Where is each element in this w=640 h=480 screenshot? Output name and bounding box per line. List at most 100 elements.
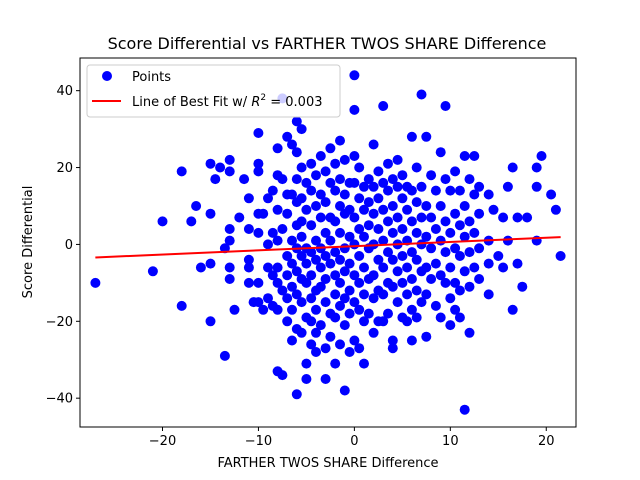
y-tick-label: 0 bbox=[65, 238, 73, 253]
data-point bbox=[421, 131, 432, 142]
data-point bbox=[176, 166, 187, 177]
data-point bbox=[287, 139, 297, 150]
data-point bbox=[383, 308, 393, 319]
data-point bbox=[272, 143, 283, 154]
data-point bbox=[330, 185, 341, 196]
data-point bbox=[344, 204, 355, 215]
data-point bbox=[325, 258, 336, 269]
data-point bbox=[306, 316, 317, 327]
data-point bbox=[253, 128, 264, 138]
data-point bbox=[397, 251, 408, 261]
data-point bbox=[373, 224, 384, 234]
data-point bbox=[287, 335, 297, 346]
data-point bbox=[411, 162, 422, 173]
data-point bbox=[320, 227, 331, 238]
data-point bbox=[416, 297, 427, 308]
data-point bbox=[301, 277, 312, 288]
data-point bbox=[191, 201, 202, 211]
data-point bbox=[378, 262, 389, 273]
data-point bbox=[224, 262, 235, 273]
data-point bbox=[397, 193, 408, 204]
data-point bbox=[349, 297, 360, 308]
data-point bbox=[359, 358, 369, 369]
data-point bbox=[416, 239, 427, 250]
data-point bbox=[406, 274, 417, 284]
data-point bbox=[450, 304, 461, 315]
data-point bbox=[339, 320, 350, 331]
legend-fit-label: Line of Best Fit w/ R2 = 0.003 bbox=[132, 93, 322, 110]
data-point bbox=[354, 343, 365, 354]
data-point bbox=[426, 243, 437, 254]
data-point bbox=[272, 304, 283, 315]
data-point bbox=[263, 262, 273, 273]
data-point bbox=[301, 204, 312, 215]
data-point bbox=[363, 174, 374, 185]
data-point bbox=[243, 262, 254, 273]
data-point bbox=[373, 166, 384, 177]
data-point bbox=[450, 277, 461, 288]
data-point bbox=[416, 89, 427, 100]
data-point bbox=[435, 270, 446, 281]
data-point bbox=[234, 212, 245, 223]
data-point bbox=[531, 181, 542, 192]
data-point bbox=[224, 154, 235, 165]
data-point bbox=[411, 227, 422, 238]
data-point bbox=[272, 204, 283, 215]
data-point bbox=[406, 216, 417, 227]
data-point bbox=[315, 262, 326, 273]
data-point bbox=[296, 193, 307, 204]
data-point bbox=[330, 270, 341, 281]
data-point bbox=[296, 327, 307, 338]
data-point bbox=[402, 262, 413, 273]
data-point bbox=[459, 404, 470, 415]
data-point bbox=[450, 166, 461, 177]
data-point bbox=[440, 247, 451, 258]
data-point bbox=[411, 285, 422, 296]
data-point bbox=[267, 227, 278, 238]
data-point bbox=[411, 312, 422, 323]
data-point bbox=[335, 339, 345, 350]
data-point bbox=[282, 316, 293, 327]
data-point bbox=[176, 300, 187, 311]
data-point bbox=[392, 154, 403, 165]
data-point bbox=[320, 197, 331, 208]
data-point bbox=[282, 293, 293, 304]
x-tick-label: 20 bbox=[538, 434, 555, 449]
data-point bbox=[315, 189, 326, 200]
data-point bbox=[349, 239, 360, 250]
data-point bbox=[387, 343, 398, 354]
data-point bbox=[296, 216, 307, 227]
data-point bbox=[359, 181, 369, 192]
data-point bbox=[464, 281, 475, 292]
data-point bbox=[267, 270, 278, 281]
data-point bbox=[335, 135, 345, 146]
data-point bbox=[320, 343, 331, 354]
data-point bbox=[378, 235, 389, 246]
data-point bbox=[339, 154, 350, 165]
data-point bbox=[205, 158, 216, 169]
data-point bbox=[306, 270, 317, 281]
data-point bbox=[253, 158, 264, 169]
data-point bbox=[296, 251, 307, 261]
data-point bbox=[546, 189, 557, 200]
y-tick-label: −40 bbox=[46, 392, 73, 407]
data-point bbox=[397, 224, 408, 234]
x-tick-label: 10 bbox=[442, 434, 459, 449]
data-point bbox=[277, 224, 288, 234]
data-point bbox=[224, 274, 235, 284]
data-point bbox=[320, 166, 331, 177]
data-point bbox=[90, 277, 101, 288]
data-point bbox=[320, 274, 331, 284]
x-tick-label: 0 bbox=[350, 434, 358, 449]
data-point bbox=[406, 335, 417, 346]
data-point bbox=[502, 235, 513, 246]
data-point bbox=[291, 389, 302, 400]
data-point bbox=[387, 227, 398, 238]
data-point bbox=[373, 193, 384, 204]
data-point bbox=[287, 235, 297, 246]
data-point bbox=[363, 220, 374, 231]
data-point bbox=[315, 212, 326, 223]
data-point bbox=[354, 251, 365, 261]
data-point bbox=[392, 212, 403, 223]
data-point bbox=[517, 281, 528, 292]
